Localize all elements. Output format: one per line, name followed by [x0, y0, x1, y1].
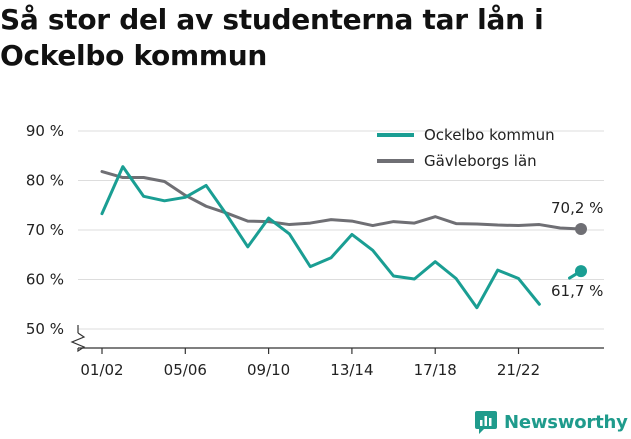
y-tick-label: 70 %: [26, 221, 64, 239]
end-label-gavleborg: 70,2 %: [551, 199, 603, 217]
y-axis: 50 % 60 % 70 % 80 % 90 %: [26, 122, 86, 353]
x-tick-label: 01/02: [80, 361, 123, 379]
end-label-ockelbo: 61,7 %: [551, 282, 603, 300]
chart-title: Så stor del av studenterna tar lån i Ock…: [0, 3, 544, 72]
x-tick-label: 09/10: [247, 361, 290, 379]
end-point-gavleborg: [575, 223, 587, 236]
legend-label-gavleborg: Gävleborgs län: [424, 152, 537, 170]
legend: Ockelbo kommun Gävleborgs län: [377, 126, 555, 170]
y-tick-label: 50 %: [26, 320, 64, 338]
y-tick-label: 80 %: [26, 172, 64, 190]
series-lines: [100, 165, 587, 310]
x-tick-label: 05/06: [164, 361, 207, 379]
y-tick-label: 90 %: [26, 122, 64, 140]
y-axis-break: [70, 332, 86, 353]
brand-name: Newsworthy: [504, 411, 628, 433]
series-line-gavleborg: [100, 170, 583, 231]
newsworthy-logo-icon: [475, 411, 497, 434]
end-labels: 70,2 % 61,7 %: [551, 199, 603, 300]
brand-logo: Newsworthy: [474, 407, 628, 437]
x-tick-label: 21/22: [497, 361, 540, 379]
x-tick-label: 17/18: [414, 361, 457, 379]
x-tick-label: 13/14: [330, 361, 373, 379]
end-point-ockelbo: [575, 265, 587, 278]
legend-label-ockelbo: Ockelbo kommun: [424, 126, 555, 144]
y-tick-label: 60 %: [26, 271, 64, 289]
series-line-ockelbo: [100, 165, 541, 310]
x-axis: 01/02 05/06 09/10 13/14 17/18 21/22: [78, 347, 604, 379]
